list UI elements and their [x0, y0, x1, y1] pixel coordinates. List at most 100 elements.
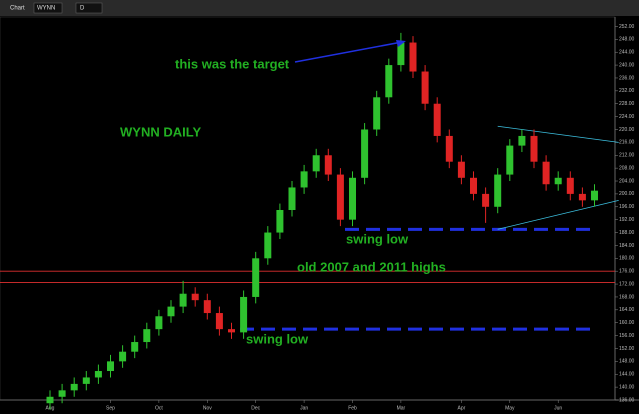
y-tick-label: 160.00 — [619, 320, 635, 326]
y-tick-label: 180.00 — [619, 256, 635, 262]
candle-body — [107, 361, 114, 372]
y-tick-label: 248.00 — [619, 37, 635, 43]
x-tick-label: Dec — [251, 405, 260, 411]
y-tick-label: 156.00 — [619, 333, 635, 339]
y-tick-label: 232.00 — [619, 88, 635, 94]
candle-body — [179, 293, 187, 307]
y-tick-label: 212.00 — [619, 153, 635, 159]
candle-body — [578, 193, 586, 201]
candle-body — [46, 396, 54, 404]
trendline — [497, 199, 619, 230]
y-tick-label: 152.00 — [619, 346, 635, 352]
candle-body — [385, 65, 393, 98]
y-tick-label: 192.00 — [619, 217, 635, 223]
y-tick-label: 164.00 — [619, 307, 635, 313]
candle-body — [494, 174, 502, 207]
y-tick-label: 216.00 — [619, 140, 635, 146]
candle-body — [252, 258, 260, 297]
candle-body — [336, 174, 344, 220]
y-tick-label: 140.00 — [619, 384, 635, 390]
candle-body — [203, 300, 211, 314]
y-tick-label: 184.00 — [619, 243, 635, 249]
y-tick-label: 136.00 — [619, 397, 635, 403]
y-tick-label: 144.00 — [619, 372, 635, 378]
y-tick-label: 172.00 — [619, 281, 635, 287]
x-tick-label: Jan — [300, 405, 308, 411]
y-tick-label: 224.00 — [619, 114, 635, 120]
candle-body — [131, 342, 139, 352]
interval[interactable]: D — [80, 6, 85, 12]
candle-body — [324, 155, 332, 175]
y-tick-label: 240.00 — [619, 62, 635, 68]
candle-body — [506, 145, 514, 175]
y-tick-label: 168.00 — [619, 294, 635, 300]
candle-body — [566, 177, 574, 194]
annotation: old 2007 and 2011 highs — [297, 259, 446, 274]
candle-body — [361, 129, 369, 178]
candle-body — [82, 377, 90, 384]
y-tick-label: 208.00 — [619, 165, 635, 171]
candle-body — [421, 71, 429, 104]
x-tick-label: Jun — [554, 405, 562, 411]
y-tick-label: 196.00 — [619, 204, 635, 210]
x-tick-label: Oct — [155, 405, 163, 411]
x-tick-label: Feb — [348, 405, 357, 411]
y-tick-label: 236.00 — [619, 75, 635, 81]
x-tick-label: Sep — [106, 405, 115, 411]
y-tick-label: 176.00 — [619, 269, 635, 275]
candle-body — [373, 97, 381, 130]
y-tick-label: 244.00 — [619, 50, 635, 56]
x-tick-label: May — [505, 405, 515, 411]
y-tick-label: 220.00 — [619, 127, 635, 133]
candle-body — [349, 177, 356, 220]
candle-body — [542, 161, 550, 185]
candle-body — [445, 135, 453, 162]
candle-body — [58, 390, 66, 397]
toolbar — [0, 0, 639, 16]
arrow-head — [396, 40, 406, 47]
candle-body — [215, 313, 223, 330]
candle-body — [119, 351, 127, 362]
candle-body — [70, 383, 78, 391]
candle-body — [591, 190, 598, 201]
candle-body — [300, 171, 308, 188]
candle-body — [191, 293, 199, 301]
candle-body — [240, 296, 248, 333]
candle-body — [167, 306, 175, 317]
y-tick-label: 252.00 — [619, 24, 635, 30]
candle-body — [457, 161, 465, 178]
candle-body — [264, 232, 272, 259]
candle-body — [518, 135, 526, 146]
candle-body — [397, 42, 405, 66]
candle-body — [554, 177, 562, 185]
candle-body — [433, 103, 441, 136]
candle-body — [276, 210, 284, 233]
trendline — [497, 125, 619, 143]
y-tick-label: 200.00 — [619, 191, 635, 197]
interval-box[interactable] — [75, 2, 103, 14]
candle-body — [143, 329, 151, 343]
annotation: swing low — [346, 231, 409, 246]
candle-body — [312, 155, 320, 172]
candle-body — [470, 177, 477, 194]
symbol-box[interactable] — [33, 2, 63, 14]
y-tick-label: 148.00 — [619, 359, 635, 365]
toolbar-title: Chart — [10, 6, 25, 12]
candle-body — [155, 316, 163, 330]
x-tick-label: Apr — [458, 405, 466, 411]
plot-area — [0, 16, 616, 401]
annotation: swing low — [246, 331, 309, 346]
arrow — [294, 41, 403, 63]
candle-body — [228, 329, 235, 333]
candle-body — [482, 193, 490, 207]
candle-body — [288, 187, 296, 210]
x-tick-label: Nov — [203, 405, 212, 411]
candle-body — [530, 135, 538, 162]
y-tick-label: 188.00 — [619, 230, 635, 236]
annotation: this was the target — [175, 56, 290, 71]
symbol[interactable]: WYNN — [37, 6, 55, 12]
y-tick-label: 204.00 — [619, 178, 635, 184]
candle-body — [94, 371, 102, 378]
